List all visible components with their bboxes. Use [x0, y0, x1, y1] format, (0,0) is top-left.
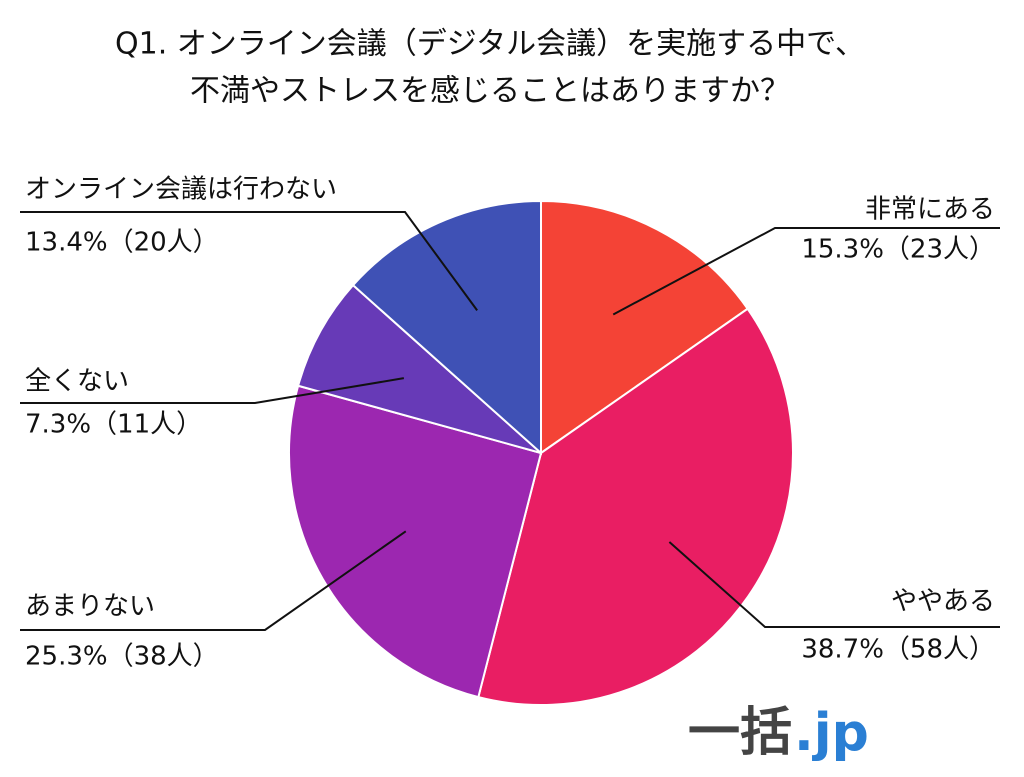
leader-line — [20, 377, 405, 404]
value-label: 38.7%（58人） — [801, 635, 995, 665]
leader-line — [20, 530, 407, 631]
logo-text: 一括 — [688, 703, 792, 763]
logo-text: .jp — [794, 703, 869, 763]
pie-slice — [540, 199, 750, 455]
slice-label: オンライン会議は行わない — [25, 175, 337, 205]
value-label: 25.3%（38人） — [25, 642, 219, 672]
pie-slice — [288, 384, 543, 699]
slice-label: あまりない — [25, 592, 155, 622]
value-label: 7.3%（11人） — [25, 410, 202, 440]
slice-label: ややある — [891, 587, 995, 617]
chart-title: 不満やストレスを感じることはありますか？ — [190, 74, 790, 109]
pie-slice — [351, 199, 542, 456]
leader-line — [20, 211, 478, 311]
slice-label: 全くない — [25, 367, 129, 397]
value-label: 13.4%（20人） — [25, 228, 219, 258]
value-label: 15.3%（23人） — [801, 235, 995, 265]
pie-slice — [477, 307, 794, 706]
leader-line — [668, 541, 1000, 628]
leader-line — [612, 227, 1000, 316]
slice-label: 非常にある — [865, 195, 995, 225]
pie-slice — [296, 283, 542, 454]
chart-title: Q1. オンライン会議（デジタル会議）を実施する中で、 — [115, 27, 865, 62]
